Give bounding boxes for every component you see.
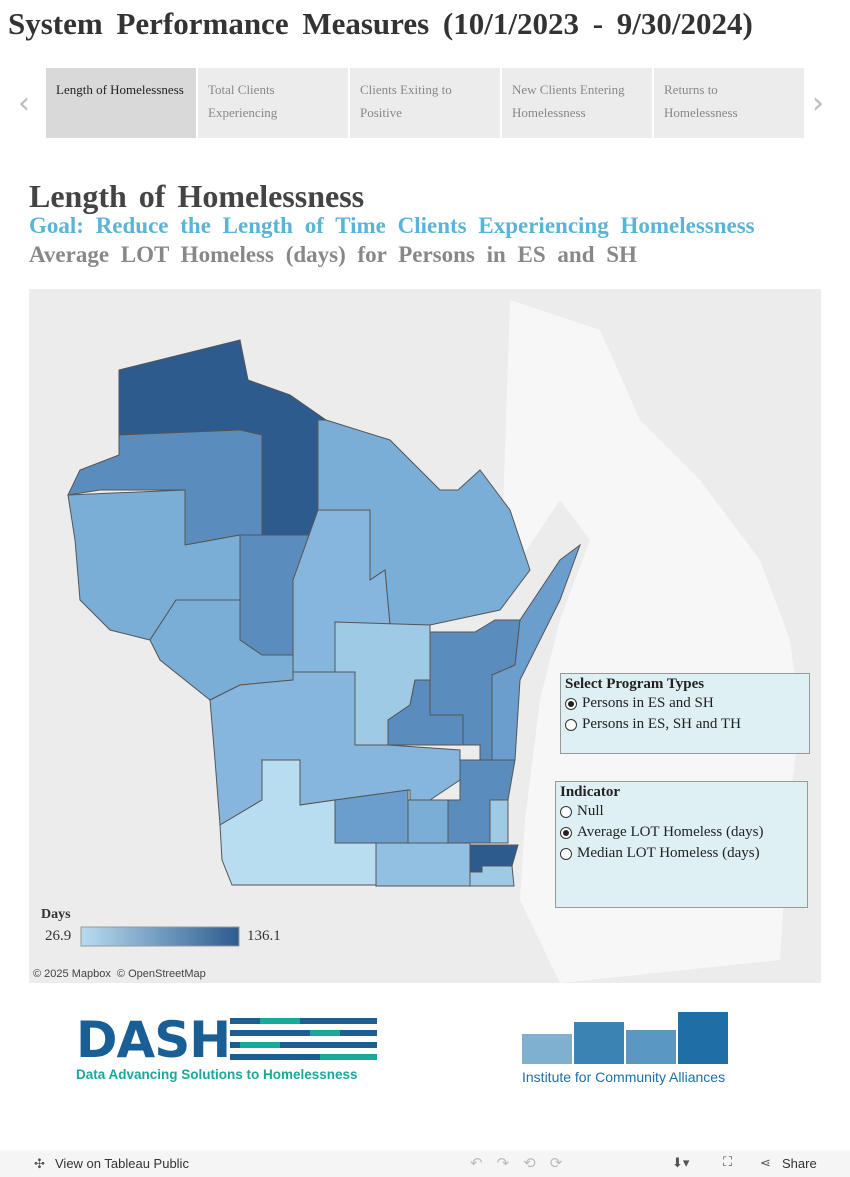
page-title: System Performance Measures (10/1/2023 -… <box>8 6 753 41</box>
radio[interactable] <box>565 697 577 710</box>
ica-name: Institute for Community Alliances <box>522 1069 726 1085</box>
radio[interactable] <box>560 826 572 839</box>
tab-next[interactable]: › <box>812 86 824 121</box>
tab[interactable]: Returns to Homelessness <box>654 68 804 138</box>
program-types-panel: Select Program Types Persons in ES and S… <box>560 673 810 754</box>
panel-title: Select Program Types <box>565 676 705 692</box>
option-list: Null Average LOT Homeless (days) Median LO… <box>560 801 803 864</box>
tab[interactable]: New Clients Entering Homelessness <box>502 68 652 138</box>
option-list: Persons in ES and SH Persons in ES, SH an… <box>565 693 805 735</box>
panel-title: Indicator <box>560 784 620 800</box>
section-title: Length of Homelessness <box>29 178 365 214</box>
section-goal: Goal: Reduce the Length of Time Clients … <box>29 213 755 238</box>
logo-bricks <box>230 1018 377 1060</box>
legend-min: 26.9 <box>45 928 72 944</box>
region <box>375 842 471 887</box>
option-label: Persons in ES, SH and TH <box>582 716 741 732</box>
radio[interactable] <box>560 805 572 818</box>
view-link[interactable]: View on Tableau Public <box>55 1156 189 1171</box>
toolbar: ✣ View on Tableau Public ↶↷⟲⟳ ⬇▾ ⛶ ⋖ Sha… <box>0 1150 850 1177</box>
region <box>407 799 449 844</box>
attribution: © 2025 Mapbox © OpenStreetMap <box>33 968 206 980</box>
share[interactable]: Share <box>782 1156 817 1171</box>
download[interactable]: ⬇▾ <box>672 1155 690 1170</box>
section-subtitle: Average LOT Homeless (days) for Persons … <box>29 242 637 267</box>
region <box>387 679 464 746</box>
legend-title: Days <box>41 907 71 922</box>
option-label: Persons in ES and SH <box>582 695 714 711</box>
option-label: Null <box>577 803 604 819</box>
option-label: Median LOT Homeless (days) <box>577 845 760 861</box>
radio-option[interactable]: Average LOT Homeless (days) <box>560 822 803 843</box>
radio-option[interactable]: Null <box>560 801 803 822</box>
radio-option[interactable]: Median LOT Homeless (days) <box>560 843 803 864</box>
counties <box>67 339 582 887</box>
option-label: Average LOT Homeless (days) <box>577 824 764 840</box>
ica-logo[interactable]: Institute for Community Alliances <box>522 1010 728 1085</box>
legend-max: 136.1 <box>247 928 281 944</box>
radio[interactable] <box>560 847 572 860</box>
region <box>491 543 582 761</box>
tab[interactable]: Clients Exiting to Positive <box>350 68 500 138</box>
legend-gradient <box>80 926 240 947</box>
indicator-panel: Indicator Null Average LOT Homeless (days… <box>555 781 808 908</box>
region <box>469 865 515 887</box>
logo-tagline: Data Advancing Solutions to Homelessness <box>76 1067 358 1082</box>
tab[interactable]: Total Clients Experiencing <box>198 68 348 138</box>
undo-redo[interactable]: ↶↷⟲⟳ <box>470 1155 577 1172</box>
region <box>489 799 509 844</box>
tab[interactable]: Length of Homelessness <box>46 68 196 138</box>
tab-prev[interactable]: ‹ <box>18 86 30 121</box>
logo-name: DASH <box>76 1011 231 1069</box>
radio[interactable] <box>565 718 577 731</box>
dash-logo[interactable]: DASH Data Advancing Solutions to Homeles… <box>76 1011 377 1082</box>
ica-graphic <box>522 1012 728 1064</box>
radio-option[interactable]: Persons in ES, SH and TH <box>565 714 805 735</box>
fullscreen[interactable]: ⛶ <box>723 1154 733 1169</box>
radio-option[interactable]: Persons in ES and SH <box>565 693 805 714</box>
